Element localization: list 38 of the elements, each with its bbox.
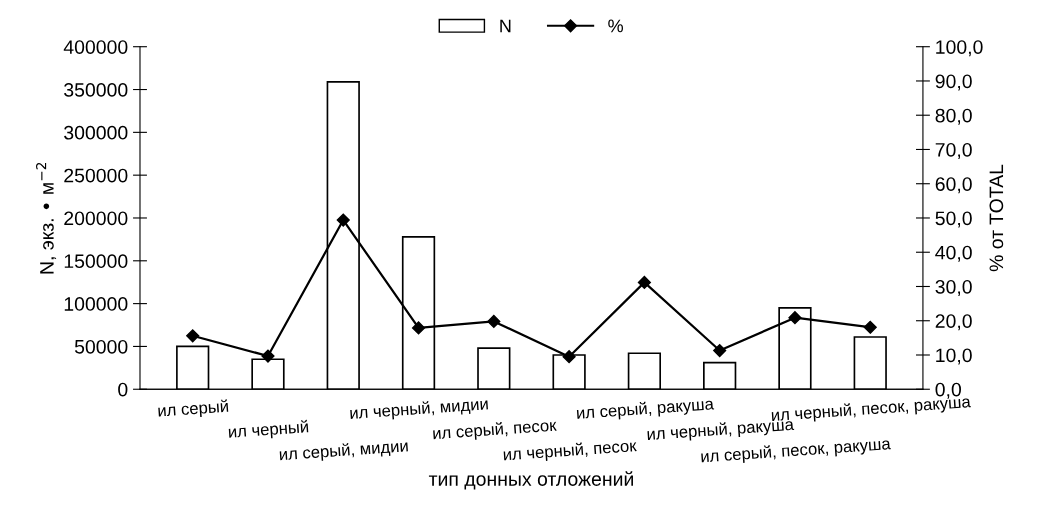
y2-tick-label: 40,0 <box>935 245 972 262</box>
x-tick-label: ил серый <box>158 399 229 420</box>
point <box>411 321 426 335</box>
y2-tick-label: 30,0 <box>935 279 972 297</box>
y-tick-label: 200000 <box>64 211 128 226</box>
y-tick-label: 350000 <box>64 83 128 97</box>
y2-tick-label: 60,0 <box>935 177 972 194</box>
point <box>487 314 501 329</box>
y2-axis-title: % от TOTAL <box>989 164 1004 272</box>
legend-label: N <box>500 19 511 33</box>
y2-tick-label: 70,0 <box>935 142 972 160</box>
legend-label: % <box>608 19 624 33</box>
point <box>863 320 877 334</box>
point <box>788 311 802 325</box>
y2-tick-label: 50,0 <box>935 211 972 228</box>
y-axis-title: N, экз. • м$^{−2}$ <box>36 162 57 274</box>
y2-tick-label: 0,0 <box>935 382 962 399</box>
y-tick-label: 300000 <box>64 125 128 140</box>
point <box>637 275 651 289</box>
point <box>713 343 727 358</box>
point <box>261 349 275 363</box>
y-tick-label: 50000 <box>74 339 128 354</box>
y2-tick-label: 90,0 <box>935 74 972 91</box>
y2-tick-label: 80,0 <box>935 108 972 125</box>
y2-tick-label: 100,0 <box>936 40 983 57</box>
x-tick-label: ил серый, песок, ракуша <box>700 436 892 466</box>
y2-tick-label: 10,0 <box>936 348 972 365</box>
y2-tick-label: 20,0 <box>935 314 972 331</box>
y-tick-label: 250000 <box>64 168 128 183</box>
x-tick-label: ил серый, ракуша <box>576 396 715 423</box>
point <box>562 350 576 364</box>
y-tick-label: 100000 <box>64 297 128 311</box>
x-axis-title: тип донных отложений <box>428 471 633 490</box>
y-tick-label: 400000 <box>63 40 128 54</box>
point <box>336 213 350 227</box>
y-tick-label: 0 <box>118 382 128 397</box>
y-tick-label: 150000 <box>64 254 128 269</box>
point <box>186 329 200 343</box>
